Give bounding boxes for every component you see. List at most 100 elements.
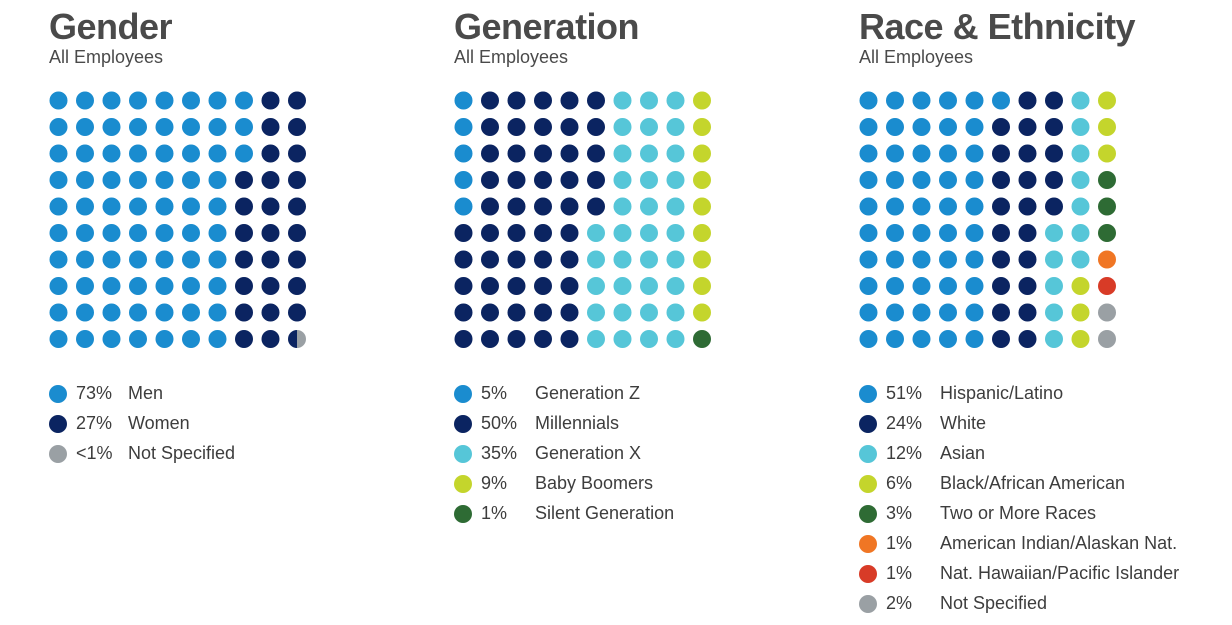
- waffle-dot: [587, 118, 605, 136]
- waffle-dot: [288, 144, 306, 163]
- waffle-dot: [155, 197, 174, 216]
- waffle-dot: [1071, 330, 1090, 348]
- waffle-dot: [939, 277, 957, 295]
- waffle-dot: [613, 91, 632, 110]
- waffle-dot: [155, 330, 174, 348]
- waffle-dot: [261, 144, 280, 163]
- waffle-dot: [640, 224, 658, 242]
- waffle-dot: [613, 330, 632, 348]
- waffle-dot: [939, 144, 957, 163]
- waffle-dot: [1071, 91, 1090, 110]
- waffle-dot: [912, 118, 931, 136]
- waffle-dot: [859, 330, 878, 348]
- waffle-dot: [76, 303, 94, 322]
- waffle-dot: [76, 197, 94, 216]
- waffle-dot: [992, 250, 1010, 269]
- waffle-dot: [886, 144, 904, 163]
- waffle-dot: [102, 303, 121, 322]
- legend-percent: 2%: [886, 593, 913, 613]
- waffle-dot: [534, 171, 552, 189]
- waffle-dot: [640, 303, 658, 322]
- waffle-dot: [693, 224, 711, 242]
- waffle-dot: [182, 277, 200, 295]
- waffle-dot: [560, 91, 579, 110]
- waffle-dot: [208, 250, 227, 269]
- waffle-dot: [939, 303, 957, 322]
- waffle-dot: [534, 330, 552, 348]
- waffle-dot: [155, 144, 174, 163]
- waffle-dot: [640, 250, 658, 269]
- waffle-dot: [886, 171, 904, 189]
- waffle-dot: [129, 277, 147, 295]
- waffle-dot: [481, 277, 499, 295]
- waffle-dot: [49, 118, 68, 136]
- waffle-dot: [261, 330, 280, 348]
- waffle-dot: [1045, 118, 1063, 136]
- waffle-dot: [481, 197, 499, 216]
- legend-percent: 9%: [481, 473, 508, 493]
- waffle-dot: [560, 277, 579, 295]
- legend-percent: 5%: [481, 383, 508, 403]
- waffle-dot: [693, 330, 711, 348]
- waffle-dot: [640, 171, 658, 189]
- waffle-dot: [49, 330, 68, 348]
- waffle-dot: [102, 118, 121, 136]
- waffle-dot: [613, 303, 632, 322]
- waffle-dot: [182, 224, 200, 242]
- waffle-dot: [182, 118, 200, 136]
- waffle-dot: [560, 330, 579, 348]
- waffle-dot: [965, 197, 984, 216]
- waffle-dot: [182, 144, 200, 163]
- waffle-dot: [182, 171, 200, 189]
- waffle-dot: [587, 91, 605, 110]
- waffle-dot: [102, 171, 121, 189]
- waffle-dot: [182, 197, 200, 216]
- waffle-dot: [507, 277, 526, 295]
- waffle-dot: [1098, 118, 1116, 136]
- waffle-grid: [49, 91, 306, 348]
- waffle-dot: [155, 224, 174, 242]
- waffle-dot: [912, 144, 931, 163]
- waffle-dot: [235, 91, 253, 110]
- waffle-dot: [666, 144, 685, 163]
- waffle-dot: [288, 224, 306, 242]
- waffle-dot: [182, 91, 200, 110]
- waffle-dot: [235, 197, 253, 216]
- waffle-dot: [129, 144, 147, 163]
- waffle-dot: [129, 224, 147, 242]
- waffle-dot: [992, 330, 1010, 348]
- waffle-dot: [587, 250, 605, 269]
- legend-percent: 73%: [76, 383, 113, 403]
- waffle-dot: [1071, 144, 1090, 163]
- waffle-dot: [288, 91, 306, 110]
- waffle-dot: [288, 250, 306, 269]
- legend-label: Women: [128, 413, 190, 433]
- waffle-dot: [859, 277, 878, 295]
- waffle-dot: [155, 250, 174, 269]
- waffle-dot: [129, 171, 147, 189]
- waffle-dot: [129, 197, 147, 216]
- waffle-dot: [507, 118, 526, 136]
- waffle-dot: [76, 250, 94, 269]
- waffle-dot: [129, 250, 147, 269]
- waffle-dot: [1018, 197, 1037, 216]
- waffle-dot: [965, 118, 984, 136]
- waffle-dot: [666, 250, 685, 269]
- race-ethnicity-panel: Race & Ethnicity All Employees 51% Hispan…: [859, 0, 1232, 625]
- legend-percent: 50%: [481, 413, 518, 433]
- legend-percent: 1%: [481, 503, 508, 523]
- waffle-dot: [454, 91, 473, 110]
- waffle-dot: [693, 250, 711, 269]
- waffle-dot: [560, 171, 579, 189]
- waffle-dot: [507, 144, 526, 163]
- waffle-dot: [1071, 303, 1090, 322]
- waffle-dot: [235, 171, 253, 189]
- waffle-dot: [587, 330, 605, 348]
- waffle-dot: [939, 250, 957, 269]
- waffle-dot: [208, 224, 227, 242]
- waffle-dot: [1045, 197, 1063, 216]
- waffle-dot: [886, 277, 904, 295]
- waffle-dot: [965, 250, 984, 269]
- waffle-dot: [1098, 144, 1116, 163]
- waffle-dot: [235, 277, 253, 295]
